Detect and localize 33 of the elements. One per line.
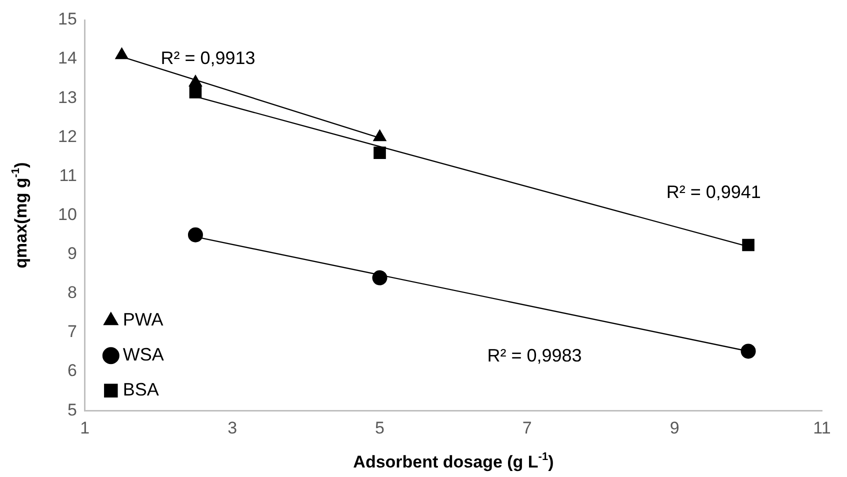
point bbox=[740, 344, 756, 359]
x-tick-label: 3 bbox=[228, 418, 238, 438]
annotation: R² = 0,9941 bbox=[666, 182, 761, 202]
x-tick-label: 11 bbox=[813, 418, 831, 438]
annotation: R² = 0,9983 bbox=[487, 345, 582, 366]
x-tick-label: 9 bbox=[670, 418, 680, 438]
point bbox=[372, 270, 388, 286]
point bbox=[742, 238, 754, 252]
y-tick-label: 11 bbox=[59, 166, 77, 185]
legend-label: BSA bbox=[122, 380, 159, 400]
y-tick-label: 6 bbox=[67, 361, 77, 380]
annotation: R² = 0,9913 bbox=[160, 48, 256, 68]
y-tick-label: 9 bbox=[67, 244, 77, 264]
y-tick-label: 12 bbox=[58, 126, 77, 146]
point bbox=[189, 86, 202, 98]
x-tick-label: 5 bbox=[375, 418, 384, 438]
legend-label: WSA bbox=[122, 344, 164, 365]
point bbox=[115, 48, 128, 60]
y-axis-title: qmax(mg g-1) bbox=[10, 162, 31, 268]
y-tick-label: 8 bbox=[67, 283, 77, 302]
point bbox=[188, 74, 202, 86]
y-tick-label: 10 bbox=[58, 204, 77, 224]
legend-label: PWA bbox=[122, 310, 164, 330]
point bbox=[373, 130, 386, 142]
y-tick-label: 13 bbox=[58, 88, 77, 107]
x-tick-label: 7 bbox=[522, 418, 532, 438]
y-tick-label: 15 bbox=[58, 10, 77, 29]
x-tick-label: 1 bbox=[80, 418, 90, 438]
y-tick-label: 14 bbox=[58, 48, 77, 68]
y-tick-label: 5 bbox=[67, 400, 77, 420]
point bbox=[374, 146, 386, 159]
y-tick-label: 7 bbox=[67, 322, 77, 342]
point bbox=[188, 227, 203, 242]
